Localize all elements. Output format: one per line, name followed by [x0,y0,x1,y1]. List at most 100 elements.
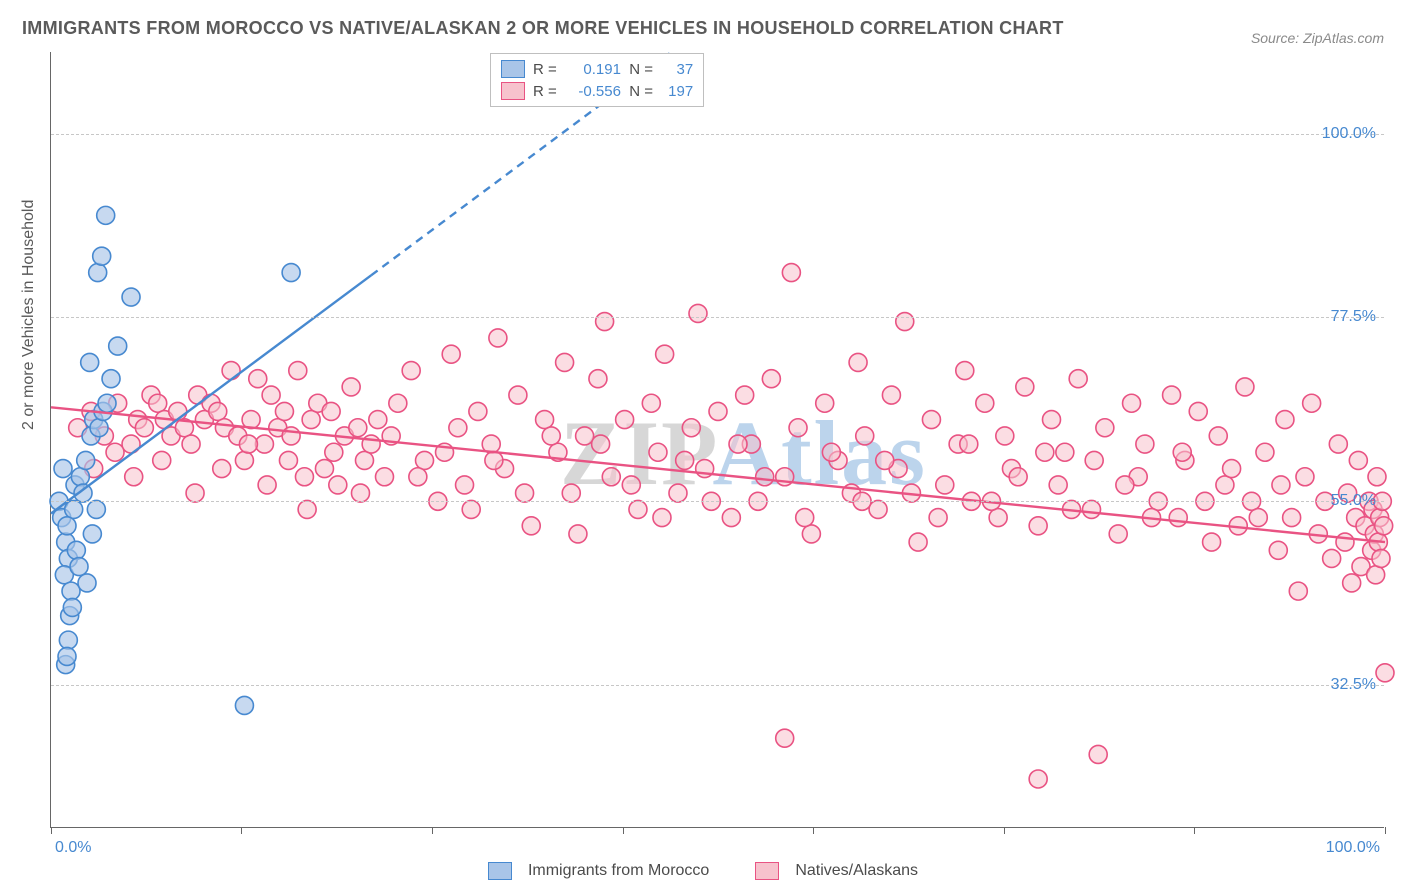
swatch-blue [488,862,512,880]
data-point [642,394,660,412]
data-point [275,402,293,420]
data-point [1329,435,1347,453]
data-point [89,264,107,282]
data-point [1203,533,1221,551]
xtick [1385,827,1386,834]
data-point [956,362,974,380]
data-point [442,345,460,363]
xtick [623,827,624,834]
data-point [186,484,204,502]
data-point [362,435,380,453]
data-point [282,427,300,445]
data-point [282,264,300,282]
data-point [509,386,527,404]
data-point [736,386,754,404]
ytick-label: 32.5% [1331,676,1376,694]
data-point [922,411,940,429]
data-point [409,468,427,486]
legend-item-blue: Immigrants from Morocco [488,862,709,880]
data-point [249,370,267,388]
data-point [856,427,874,445]
data-point [536,411,554,429]
data-point [62,582,80,600]
data-point [616,411,634,429]
data-point [485,451,503,469]
chart-title: IMMIGRANTS FROM MOROCCO VS NATIVE/ALASKA… [22,18,1064,39]
data-point [416,451,434,469]
data-point [149,394,167,412]
data-point [929,509,947,527]
data-point [1085,451,1103,469]
data-point [1289,582,1307,600]
data-point [822,443,840,461]
data-point [1163,386,1181,404]
data-point [125,468,143,486]
data-point [182,435,200,453]
data-point [81,353,99,371]
stat-r-label: R = [533,61,561,78]
data-point [325,443,343,461]
data-point [1016,378,1034,396]
data-point [1296,468,1314,486]
xtick [1004,827,1005,834]
data-point [976,394,994,412]
data-point [689,304,707,322]
data-point [1009,468,1027,486]
data-point [295,468,313,486]
data-point [1029,517,1047,535]
data-point [653,509,671,527]
data-point [722,509,740,527]
data-point [682,419,700,437]
data-point [153,451,171,469]
data-point [1036,443,1054,461]
data-point [1368,468,1386,486]
data-point [522,517,540,535]
data-point [369,411,387,429]
data-point [996,427,1014,445]
data-point [90,419,108,437]
data-point [729,435,747,453]
gridline [51,134,1384,135]
data-point [349,419,367,437]
data-point [63,598,81,616]
data-point [213,460,231,478]
bottom-legend: Immigrants from Morocco Natives/Alaskans [0,862,1406,880]
data-point [54,460,72,478]
data-point [315,460,333,478]
legend-label-pink: Natives/Alaskans [795,862,918,880]
data-point [258,476,276,494]
xtick [813,827,814,834]
data-point [1256,443,1274,461]
data-point [262,386,280,404]
xtick-label-max: 100.0% [1326,839,1380,857]
data-point [1249,509,1267,527]
data-point [629,500,647,518]
data-point [516,484,534,502]
ytick-label: 55.0% [1331,492,1376,510]
data-point [78,574,96,592]
stat-n-pink: 197 [657,83,693,100]
data-point [462,500,480,518]
scatter-svg [51,52,1384,827]
swatch-pink [501,82,525,100]
data-point [322,402,340,420]
data-point [1209,427,1227,445]
data-point [589,370,607,388]
legend-item-pink: Natives/Alaskans [755,862,918,880]
data-point [97,206,115,224]
data-point [1269,541,1287,559]
data-point [65,500,83,518]
data-point [329,476,347,494]
data-point [1109,525,1127,543]
data-point [1323,549,1341,567]
data-point [402,362,420,380]
data-point [1089,745,1107,763]
data-point [656,345,674,363]
data-point [1096,419,1114,437]
data-point [70,558,88,576]
data-point [449,419,467,437]
data-point [1173,443,1191,461]
data-point [562,484,580,502]
swatch-blue [501,60,525,78]
data-point [1303,394,1321,412]
